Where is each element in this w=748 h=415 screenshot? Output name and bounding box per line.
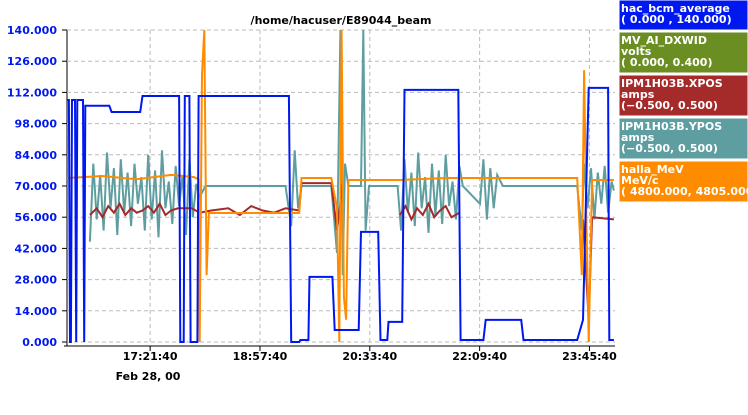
legend-text: (−0.500, 0.500)	[621, 99, 718, 112]
legend-swatch	[618, 31, 748, 74]
legend-swatch	[618, 0, 748, 31]
legend-swatch	[618, 117, 748, 160]
legend-text: hac_bcm_average	[621, 2, 730, 15]
legend-text: IPM1H03B.YPOS	[621, 120, 722, 133]
legend-text: amps	[621, 131, 655, 144]
y-tick-label: 0.000	[22, 336, 57, 349]
y-tick-label: 28.000	[15, 274, 58, 287]
x-tick-label: 23:45:40	[562, 350, 617, 363]
y-tick-label: 42.000	[15, 242, 58, 255]
legend-text: ( 4800.000, 4805.000)	[621, 185, 748, 198]
legend-text: IPM1H03B.XPOS	[621, 77, 723, 90]
y-tick-label: 56.000	[15, 211, 58, 224]
x-tick-label: 20:33:40	[342, 350, 397, 363]
series-line	[88, 29, 615, 276]
chart-title: /home/hacuser/E89044_beam	[251, 14, 432, 27]
legend-swatch	[618, 160, 748, 203]
y-tick-label: 14.000	[15, 305, 58, 318]
y-tick-label: 70.000	[15, 180, 58, 193]
legend-text: MeV/c	[621, 174, 658, 187]
legend-swatch	[618, 74, 748, 117]
series-line	[89, 182, 615, 320]
legend-text: volts	[621, 45, 652, 58]
y-tick-label: 140.000	[7, 24, 57, 37]
x-tick-label: 22:09:40	[452, 350, 507, 363]
y-tick-label: 112.000	[7, 86, 57, 99]
y-tick-label: 98.000	[15, 118, 58, 131]
legend-text: ( 0.000 , 140.000)	[621, 13, 732, 26]
legend-text: halla_MeV	[621, 163, 684, 176]
x-tick-label: 18:57:40	[233, 350, 288, 363]
series-line	[67, 86, 614, 343]
y-tick-label: 126.000	[7, 55, 57, 68]
legend-text: MV_AI_DXWID	[621, 34, 707, 47]
y-tick-label: 84.000	[15, 149, 58, 162]
legend-text: amps	[621, 88, 655, 101]
legend-text: ( 0.000, 0.400)	[621, 56, 712, 69]
x-sublabel: Feb 28, 00	[116, 370, 181, 383]
x-tick-label: 17:21:40	[123, 350, 178, 363]
legend-text: (−0.500, 0.500)	[621, 142, 718, 155]
